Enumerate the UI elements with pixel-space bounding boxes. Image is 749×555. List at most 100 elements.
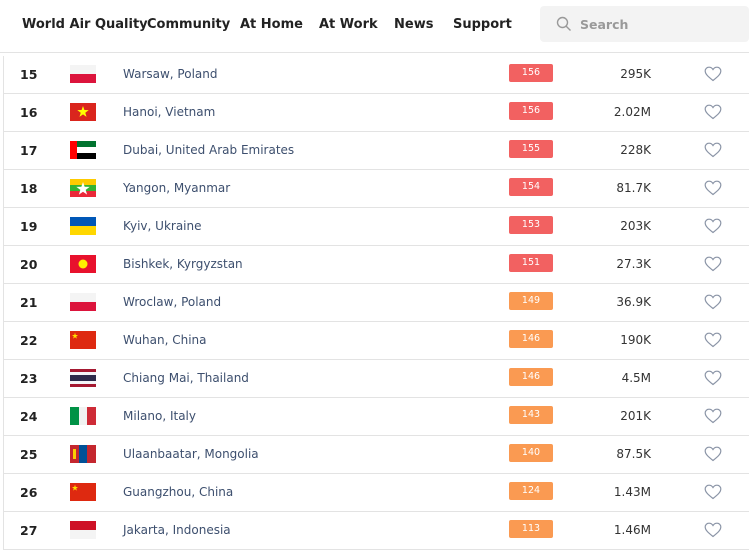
followers: 27.3K <box>616 257 651 271</box>
follow-button[interactable] <box>704 218 722 238</box>
flag-icon <box>70 103 96 121</box>
follow-button[interactable] <box>704 446 722 466</box>
country-flag <box>70 141 96 163</box>
aqi-badge: 140 <box>509 444 553 462</box>
follow-button[interactable] <box>704 332 722 352</box>
search-box[interactable]: Search <box>540 6 749 42</box>
table-row: 23 Chiang Mai, Thailand 146 4.5M <box>4 360 749 398</box>
flag-icon <box>70 141 96 159</box>
rank: 24 <box>20 409 38 424</box>
city-link[interactable]: Wuhan, China <box>123 333 207 347</box>
country-flag <box>70 65 96 87</box>
rank: 25 <box>20 447 38 462</box>
aqi-badge: 156 <box>509 64 553 82</box>
table-row: 17 Dubai, United Arab Emirates 155 228K <box>4 132 749 170</box>
flag-icon <box>70 521 96 539</box>
country-flag <box>70 217 96 239</box>
followers: 2.02M <box>613 105 651 119</box>
followers: 4.5M <box>621 371 651 385</box>
heart-icon <box>704 256 722 272</box>
heart-icon <box>704 218 722 234</box>
aqi-badge: 154 <box>509 178 553 196</box>
heart-icon <box>704 522 722 538</box>
follow-button[interactable] <box>704 66 722 86</box>
table-row: 21 Wroclaw, Poland 149 36.9K <box>4 284 749 322</box>
follow-button[interactable] <box>704 104 722 124</box>
rank: 21 <box>20 295 38 310</box>
search-icon <box>556 16 571 31</box>
table-row: 18 Yangon, Myanmar 154 81.7K <box>4 170 749 208</box>
city-link[interactable]: Jakarta, Indonesia <box>123 523 231 537</box>
city-link[interactable]: Ulaanbaatar, Mongolia <box>123 447 259 461</box>
follow-button[interactable] <box>704 370 722 390</box>
aqi-badge: 143 <box>509 406 553 424</box>
city-link[interactable]: Dubai, United Arab Emirates <box>123 143 295 157</box>
flag-icon <box>70 369 96 387</box>
table-row: 15 Warsaw, Poland 156 295K <box>4 56 749 94</box>
aqi-badge: 113 <box>509 520 553 538</box>
flag-icon <box>70 65 96 83</box>
heart-icon <box>704 294 722 310</box>
city-link[interactable]: Wroclaw, Poland <box>123 295 222 309</box>
follow-button[interactable] <box>704 522 722 542</box>
city-link[interactable]: Kyiv, Ukraine <box>123 219 202 233</box>
table-row: 26 Guangzhou, China 124 1.43M <box>4 474 749 512</box>
table-row: 19 Kyiv, Ukraine 153 203K <box>4 208 749 246</box>
rank: 15 <box>20 67 38 82</box>
flag-icon <box>70 407 96 425</box>
followers: 36.9K <box>616 295 651 309</box>
heart-icon <box>704 408 722 424</box>
follow-button[interactable] <box>704 180 722 200</box>
table-row: 25 Ulaanbaatar, Mongolia 140 87.5K <box>4 436 749 474</box>
city-link[interactable]: Milano, Italy <box>123 409 196 423</box>
city-link[interactable]: Bishkek, Kyrgyzstan <box>123 257 243 271</box>
followers: 201K <box>620 409 651 423</box>
aqi-badge: 153 <box>509 216 553 234</box>
follow-button[interactable] <box>704 294 722 314</box>
followers: 1.46M <box>613 523 651 537</box>
city-link[interactable]: Chiang Mai, Thailand <box>123 371 249 385</box>
rank: 18 <box>20 181 38 196</box>
table-row: 22 Wuhan, China 146 190K <box>4 322 749 360</box>
flag-icon <box>70 217 96 235</box>
rank: 26 <box>20 485 38 500</box>
city-link[interactable]: Guangzhou, China <box>123 485 234 499</box>
city-link[interactable]: Yangon, Myanmar <box>123 181 231 195</box>
rank: 22 <box>20 333 38 348</box>
nav-link[interactable]: At Work <box>319 17 378 32</box>
heart-icon <box>704 142 722 158</box>
follow-button[interactable] <box>704 256 722 276</box>
nav-link[interactable]: At Home <box>240 17 303 32</box>
heart-icon <box>704 180 722 196</box>
country-flag <box>70 483 96 505</box>
flag-icon <box>70 445 96 463</box>
heart-icon <box>704 370 722 386</box>
heart-icon <box>704 66 722 82</box>
aqi-badge: 146 <box>509 330 553 348</box>
brand-link[interactable]: World Air Quality <box>22 17 148 32</box>
heart-icon <box>704 104 722 120</box>
flag-icon <box>70 179 96 197</box>
aqi-badge: 149 <box>509 292 553 310</box>
nav-link[interactable]: News <box>394 17 434 32</box>
country-flag <box>70 407 96 429</box>
followers: 1.43M <box>613 485 651 499</box>
rank: 19 <box>20 219 38 234</box>
follow-button[interactable] <box>704 142 722 162</box>
follow-button[interactable] <box>704 408 722 428</box>
flag-icon <box>70 293 96 311</box>
country-flag <box>70 521 96 543</box>
followers: 228K <box>620 143 651 157</box>
country-flag <box>70 179 96 201</box>
top-nav: World Air Quality Community At Home At W… <box>0 0 749 53</box>
nav-link[interactable]: Support <box>453 17 512 32</box>
nav-link[interactable]: Community <box>147 17 231 32</box>
city-link[interactable]: Hanoi, Vietnam <box>123 105 216 119</box>
aqi-badge: 146 <box>509 368 553 386</box>
rank: 16 <box>20 105 38 120</box>
country-flag <box>70 369 96 391</box>
flag-icon <box>70 255 96 273</box>
follow-button[interactable] <box>704 484 722 504</box>
city-link[interactable]: Warsaw, Poland <box>123 67 218 81</box>
table-row: 16 Hanoi, Vietnam 156 2.02M <box>4 94 749 132</box>
